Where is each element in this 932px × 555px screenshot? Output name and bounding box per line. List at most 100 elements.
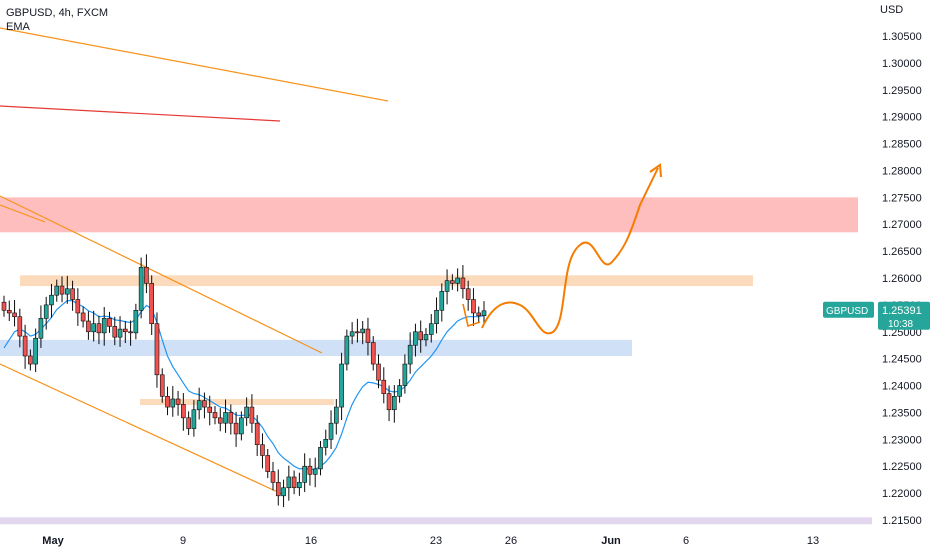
candle[interactable] xyxy=(191,400,197,437)
demand-zone[interactable] xyxy=(0,339,632,356)
candle[interactable] xyxy=(291,470,297,495)
candle[interactable] xyxy=(175,390,181,416)
supply-zone[interactable] xyxy=(20,275,753,287)
candle[interactable] xyxy=(260,433,265,469)
candle[interactable] xyxy=(302,453,307,493)
candle[interactable] xyxy=(471,288,476,326)
candle[interactable] xyxy=(318,440,323,476)
candle[interactable] xyxy=(154,312,160,388)
candle[interactable] xyxy=(407,332,413,374)
candle[interactable] xyxy=(465,280,471,311)
candle[interactable] xyxy=(444,269,450,305)
ema-line[interactable] xyxy=(3,300,485,470)
candle[interactable] xyxy=(270,461,276,491)
price-badge[interactable]: GBPUSD 1.25391 10:38 xyxy=(823,301,930,330)
candle[interactable] xyxy=(207,395,213,426)
candle[interactable] xyxy=(376,354,381,389)
candle[interactable] xyxy=(349,322,355,345)
candle[interactable] xyxy=(254,415,260,457)
candle[interactable] xyxy=(80,306,86,328)
candle[interactable] xyxy=(370,336,376,371)
candle[interactable] xyxy=(386,385,392,422)
candle[interactable] xyxy=(217,408,223,432)
candle[interactable] xyxy=(455,268,460,292)
candle[interactable] xyxy=(312,457,318,488)
candle[interactable] xyxy=(265,449,271,479)
candle[interactable] xyxy=(307,458,313,486)
candle[interactable] xyxy=(355,318,360,343)
candle[interactable] xyxy=(1,295,7,317)
candle[interactable] xyxy=(181,393,186,431)
candle[interactable] xyxy=(22,324,28,369)
candle[interactable] xyxy=(70,280,75,311)
candle[interactable] xyxy=(360,321,365,345)
candle[interactable] xyxy=(286,465,292,501)
candle[interactable] xyxy=(244,397,249,426)
candle[interactable] xyxy=(239,411,244,441)
candle[interactable] xyxy=(450,274,455,290)
support-zone[interactable] xyxy=(0,517,872,525)
indicator-label[interactable]: EMA xyxy=(6,21,30,33)
channel-bottom[interactable] xyxy=(0,363,283,495)
candle[interactable] xyxy=(434,297,439,334)
minor-zone[interactable] xyxy=(140,399,334,405)
candle[interactable] xyxy=(112,316,118,346)
candle[interactable] xyxy=(413,323,418,357)
candle[interactable] xyxy=(481,301,487,324)
candle[interactable] xyxy=(123,321,128,344)
candle[interactable] xyxy=(28,349,33,371)
candle[interactable] xyxy=(418,320,424,353)
candle[interactable] xyxy=(170,386,176,417)
candle[interactable] xyxy=(54,279,60,302)
candle[interactable] xyxy=(328,410,334,450)
candle[interactable] xyxy=(91,310,96,342)
candle[interactable] xyxy=(228,404,234,435)
candle[interactable] xyxy=(133,303,139,340)
candle[interactable] xyxy=(86,311,91,340)
candle[interactable] xyxy=(275,469,281,506)
candle[interactable] xyxy=(64,275,70,304)
trendline-short[interactable] xyxy=(0,204,46,223)
candle[interactable] xyxy=(233,411,239,447)
candle[interactable] xyxy=(33,328,38,373)
candle[interactable] xyxy=(159,368,165,403)
candle[interactable] xyxy=(128,320,133,346)
candle[interactable] xyxy=(202,392,207,419)
candle[interactable] xyxy=(344,329,350,371)
candle[interactable] xyxy=(12,300,17,327)
candle[interactable] xyxy=(196,387,202,420)
candle[interactable] xyxy=(402,354,408,394)
candle[interactable] xyxy=(223,399,228,433)
candle[interactable] xyxy=(423,328,429,347)
projection-path[interactable] xyxy=(481,167,659,335)
candle[interactable] xyxy=(212,405,218,425)
candle[interactable] xyxy=(365,317,371,356)
candle[interactable] xyxy=(43,296,49,330)
candle[interactable] xyxy=(323,429,329,456)
candle[interactable] xyxy=(101,307,107,346)
candle[interactable] xyxy=(281,479,286,508)
channel-top[interactable] xyxy=(0,195,323,354)
candle[interactable] xyxy=(297,472,302,496)
candle[interactable] xyxy=(381,367,387,404)
candle[interactable] xyxy=(138,257,144,319)
candle[interactable] xyxy=(397,379,402,403)
candle[interactable] xyxy=(6,300,12,322)
candle[interactable] xyxy=(186,411,191,436)
candle[interactable] xyxy=(17,308,23,348)
candle[interactable] xyxy=(144,254,149,294)
candle[interactable] xyxy=(339,352,344,420)
candle[interactable] xyxy=(476,306,482,323)
candle[interactable] xyxy=(334,399,339,435)
candle[interactable] xyxy=(75,288,81,326)
candle[interactable] xyxy=(38,305,44,348)
candle[interactable] xyxy=(149,275,154,336)
candle[interactable] xyxy=(460,265,466,299)
candle[interactable] xyxy=(165,386,170,416)
candle[interactable] xyxy=(117,316,123,347)
candle[interactable] xyxy=(96,315,102,345)
candle[interactable] xyxy=(59,276,65,303)
candle[interactable] xyxy=(49,283,54,318)
candle[interactable] xyxy=(249,394,255,433)
